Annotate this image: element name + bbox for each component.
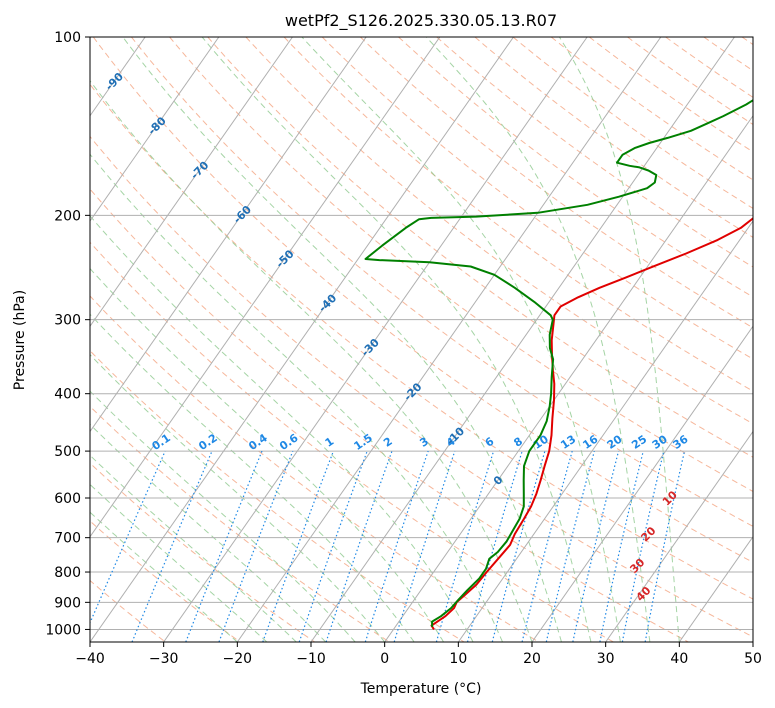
x-tick-label: 30 bbox=[597, 651, 615, 667]
isotherm-line bbox=[457, 220, 753, 642]
x-tick-label: 40 bbox=[670, 651, 688, 667]
moist-adiabat bbox=[90, 390, 356, 642]
isotherm-line bbox=[163, 37, 588, 642]
dry-adiabat bbox=[360, 37, 753, 329]
moist-adiabat bbox=[201, 37, 592, 642]
mixing-ratio-line bbox=[364, 450, 429, 642]
isotherm-line bbox=[531, 325, 753, 642]
mixing-ratio-line bbox=[521, 450, 573, 642]
dry-adiabat bbox=[90, 241, 614, 642]
mixing-ratio-line bbox=[90, 450, 166, 625]
mixing-ratio-line bbox=[393, 450, 456, 642]
y-tick-label: 800 bbox=[54, 565, 81, 581]
mixing-ratio-line bbox=[466, 450, 523, 642]
dry-adiabat bbox=[90, 188, 689, 642]
x-tick-label: 20 bbox=[523, 651, 541, 667]
moist-adiabat bbox=[90, 483, 268, 642]
x-tick-label: −30 bbox=[149, 651, 179, 667]
x-tick-label: 50 bbox=[744, 651, 762, 667]
moist-adiabat bbox=[425, 37, 651, 642]
dry-adiabat bbox=[92, 37, 753, 563]
mixing-ratio-line bbox=[325, 450, 393, 642]
x-tick-label: −10 bbox=[296, 651, 326, 667]
isotherm-line bbox=[384, 114, 753, 642]
isotherm-line bbox=[90, 37, 293, 328]
x-tick-label: −20 bbox=[223, 651, 253, 667]
dry-adiabat bbox=[90, 135, 753, 638]
isotherm-line bbox=[90, 37, 367, 433]
mixing-ratio-line bbox=[545, 450, 595, 642]
chart-title: wetPf2_S126.2025.330.05.13.R07 bbox=[285, 11, 557, 31]
y-tick-label: 900 bbox=[54, 595, 81, 611]
mixing-ratio-line bbox=[599, 450, 644, 642]
y-tick-label: 400 bbox=[54, 387, 81, 403]
dry-adiabat bbox=[90, 462, 315, 642]
isotherm-line bbox=[90, 37, 220, 222]
dry-adiabat bbox=[169, 37, 753, 493]
y-tick-label: 500 bbox=[54, 444, 81, 460]
isotherm-line bbox=[605, 430, 753, 642]
moist-adiabat bbox=[90, 153, 503, 642]
dry-adiabat bbox=[90, 83, 753, 600]
dewpoint-profile-line bbox=[364, 99, 753, 627]
mixing-ratio-line bbox=[185, 450, 263, 642]
mixing-ratio-line bbox=[131, 450, 213, 642]
profile-lines bbox=[364, 99, 753, 630]
background-lines bbox=[90, 37, 753, 642]
moist-adiabat bbox=[122, 37, 562, 642]
dry-adiabat bbox=[321, 37, 753, 360]
isotherm-line bbox=[678, 535, 753, 642]
dry-adiabat bbox=[207, 37, 753, 458]
dry-adiabat bbox=[90, 405, 390, 642]
plot-frame bbox=[89, 36, 754, 643]
axes: −40 −30 −20 −10 0 10 20 30 40 50 100 200 300 400 500 60… bbox=[45, 30, 762, 667]
y-tick-label: 200 bbox=[54, 208, 81, 224]
dry-adiabat bbox=[550, 37, 753, 181]
dry-adiabat bbox=[131, 37, 753, 527]
temperature-profile-line bbox=[430, 217, 753, 630]
mixing-ratio-line bbox=[572, 450, 620, 642]
moist-adiabat bbox=[90, 454, 297, 642]
moist-adiabat bbox=[90, 313, 415, 642]
moist-adiabat bbox=[90, 423, 327, 642]
isotherm-line bbox=[90, 37, 441, 538]
dry-adiabat bbox=[90, 350, 465, 642]
x-tick-label: 10 bbox=[449, 651, 467, 667]
moist-adiabat bbox=[90, 511, 238, 642]
mixing-ratio-line bbox=[298, 450, 368, 642]
isotherm-line bbox=[236, 37, 662, 642]
isotherm-line bbox=[90, 37, 514, 642]
x-tick-label: −40 bbox=[75, 651, 105, 667]
mixing-ratio-line bbox=[491, 450, 546, 642]
y-tick-label: 700 bbox=[54, 531, 81, 547]
dry-adiabat bbox=[90, 295, 540, 642]
mixing-ratio-line bbox=[262, 450, 334, 642]
y-axis-title: Pressure (hPa) bbox=[12, 290, 28, 390]
y-tick-label: 1000 bbox=[45, 622, 81, 638]
dry-adiabat bbox=[245, 37, 753, 425]
moist-adiabat bbox=[90, 353, 386, 642]
y-tick-label: 600 bbox=[54, 491, 81, 507]
mixing-ratio-line bbox=[218, 450, 294, 642]
dry-adiabat bbox=[474, 37, 753, 238]
y-tick-label: 300 bbox=[54, 313, 81, 329]
x-axis-title: Temperature (°C) bbox=[360, 681, 482, 697]
dry-adiabat bbox=[588, 37, 753, 153]
moist-adiabat bbox=[558, 37, 680, 642]
moist-adiabat bbox=[301, 37, 621, 642]
isotherm-line bbox=[310, 37, 735, 642]
x-tick-label: 0 bbox=[380, 651, 389, 667]
moist-adiabat bbox=[90, 79, 533, 642]
y-tick-label: 100 bbox=[54, 30, 81, 46]
